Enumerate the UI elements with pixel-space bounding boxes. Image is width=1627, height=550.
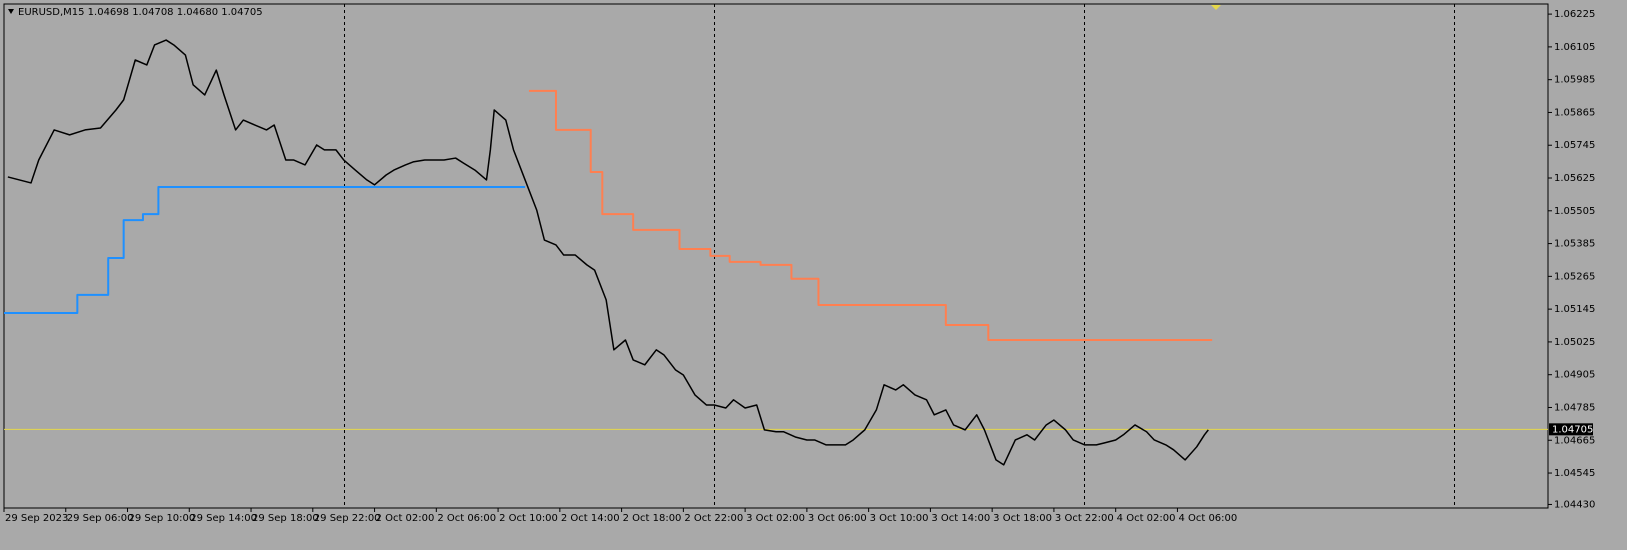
x-tick-label: 29 Sep 06:00 bbox=[67, 513, 134, 524]
x-tick-label: 29 Sep 18:00 bbox=[252, 513, 319, 524]
y-tick-label: 1.04785 bbox=[1554, 402, 1595, 413]
x-tick-label: 2 Oct 18:00 bbox=[623, 513, 682, 524]
x-tick-label: 29 Sep 10:00 bbox=[129, 513, 196, 524]
level-line bbox=[528, 89, 1213, 341]
x-tick-label: 29 Sep 22:00 bbox=[314, 513, 381, 524]
y-tick-label: 1.06105 bbox=[1554, 42, 1595, 53]
y-tick-label: 1.04545 bbox=[1554, 468, 1595, 479]
y-tick-label: 1.05265 bbox=[1554, 271, 1595, 282]
x-tick-label: 29 Sep 2023 bbox=[5, 513, 68, 524]
current-price-label: 1.04705 bbox=[1552, 424, 1593, 435]
x-tick-label: 3 Oct 22:00 bbox=[1055, 513, 1114, 524]
menu-arrow[interactable] bbox=[8, 9, 14, 14]
y-tick-label: 1.05025 bbox=[1554, 337, 1595, 348]
y-tick-label: 1.04430 bbox=[1554, 499, 1595, 510]
x-tick-label: 2 Oct 22:00 bbox=[684, 513, 743, 524]
y-tick-label: 1.04905 bbox=[1554, 370, 1595, 381]
x-tick-label: 3 Oct 10:00 bbox=[870, 513, 929, 524]
x-tick-label: 3 Oct 06:00 bbox=[808, 513, 867, 524]
x-tick-label: 4 Oct 02:00 bbox=[1117, 513, 1176, 524]
y-tick-label: 1.05625 bbox=[1554, 173, 1595, 184]
x-tick-label: 2 Oct 10:00 bbox=[499, 513, 558, 524]
y-tick-label: 1.05865 bbox=[1554, 107, 1595, 118]
x-tick-label: 2 Oct 14:00 bbox=[561, 513, 620, 524]
level-line bbox=[4, 186, 526, 314]
price-line bbox=[7, 39, 1209, 466]
y-tick-label: 1.04665 bbox=[1554, 435, 1595, 446]
current-price-box bbox=[1549, 423, 1593, 436]
x-tick-label: 3 Oct 18:00 bbox=[993, 513, 1052, 524]
x-tick-label: 4 Oct 06:00 bbox=[1178, 513, 1237, 524]
y-tick-label: 1.05505 bbox=[1554, 206, 1595, 217]
y-tick-label: 1.05145 bbox=[1554, 304, 1595, 315]
x-tick-label: 2 Oct 06:00 bbox=[437, 513, 496, 524]
shift-marker bbox=[1211, 5, 1221, 10]
x-tick-label: 29 Sep 14:00 bbox=[190, 513, 257, 524]
period-separators bbox=[344, 4, 1455, 508]
y-tick-label: 1.05985 bbox=[1554, 75, 1595, 86]
y-tick-label: 1.06225 bbox=[1554, 9, 1595, 20]
chart-title: EURUSD,M15 1.04698 1.04708 1.04680 1.047… bbox=[18, 7, 263, 18]
plot-frame bbox=[3, 3, 1549, 509]
y-tick-label: 1.05385 bbox=[1554, 239, 1595, 250]
x-tick-label: 3 Oct 14:00 bbox=[931, 513, 990, 524]
x-tick-label: 2 Oct 02:00 bbox=[376, 513, 435, 524]
x-tick-label: 3 Oct 02:00 bbox=[746, 513, 805, 524]
y-tick-label: 1.05745 bbox=[1554, 140, 1595, 151]
